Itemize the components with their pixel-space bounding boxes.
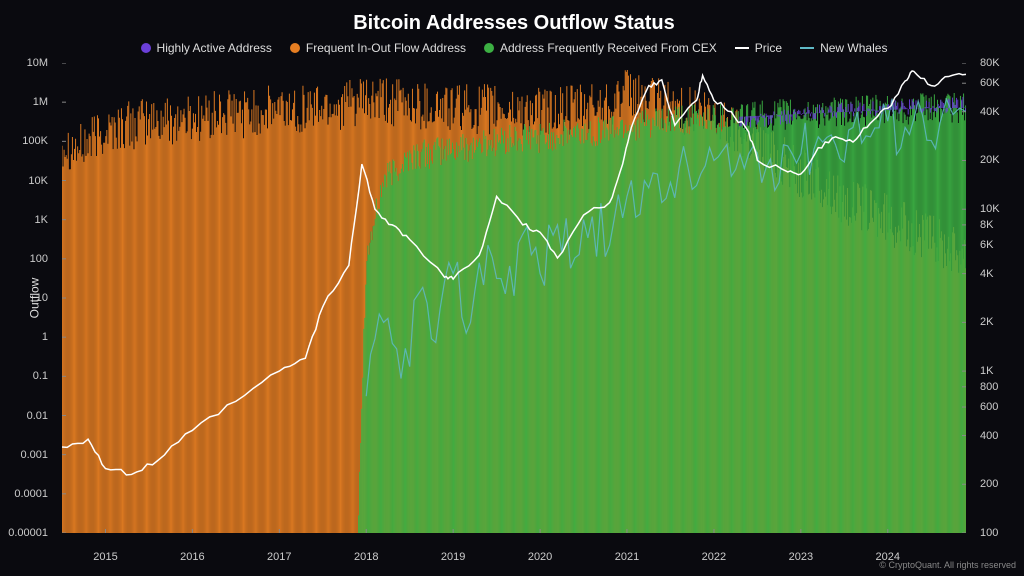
- y-tick-left: 1: [42, 331, 48, 343]
- chart-title: Bitcoin Addresses Outflow Status: [62, 12, 966, 35]
- y-tick-left: 1K: [35, 214, 48, 226]
- x-tick: 2018: [354, 551, 378, 563]
- y-tick-left: 1M: [33, 96, 48, 108]
- y-tick-right: 2K: [980, 316, 993, 328]
- legend-label: Frequent In-Out Flow Address: [306, 41, 466, 55]
- y-tick-right: 100: [980, 527, 998, 539]
- legend: Highly Active Address Frequent In-Out Flo…: [62, 41, 966, 55]
- legend-label: New Whales: [820, 41, 887, 55]
- x-tick: 2016: [180, 551, 204, 563]
- y-tick-left: 0.00001: [8, 527, 48, 539]
- legend-swatch: [290, 43, 300, 53]
- y-tick-left: 0.0001: [14, 488, 48, 500]
- y-tick-right: 6K: [980, 239, 993, 251]
- y-tick-left: 0.1: [33, 370, 48, 382]
- x-tick: 2017: [267, 551, 291, 563]
- x-tick: 2022: [702, 551, 726, 563]
- legend-label: Highly Active Address: [157, 41, 272, 55]
- y-tick-left: 10K: [28, 175, 48, 187]
- y-tick-right: 60K: [980, 77, 1000, 89]
- y-tick-right: 8K: [980, 219, 993, 231]
- y-tick-left: 0.01: [27, 410, 48, 422]
- y-tick-left: 10M: [27, 57, 48, 69]
- y-tick-right: 400: [980, 430, 998, 442]
- legend-item: Address Frequently Received From CEX: [484, 41, 717, 55]
- copyright: © CryptoQuant. All rights reserved: [879, 560, 1016, 570]
- y-tick-right: 20K: [980, 154, 1000, 166]
- legend-label: Address Frequently Received From CEX: [500, 41, 717, 55]
- y-tick-right: 4K: [980, 268, 993, 280]
- legend-item: Highly Active Address: [141, 41, 272, 55]
- legend-swatch: [484, 43, 494, 53]
- y-tick-left: 100K: [22, 135, 48, 147]
- chart-container: Bitcoin Addresses Outflow Status Highly …: [0, 0, 1024, 576]
- x-tick: 2015: [93, 551, 117, 563]
- y-tick-right: 80K: [980, 57, 1000, 69]
- y-tick-left: 0.001: [20, 449, 48, 461]
- y-tick-right: 10K: [980, 203, 1000, 215]
- y-tick-right: 600: [980, 401, 998, 413]
- legend-swatch: [800, 47, 814, 49]
- y-tick-right: 800: [980, 381, 998, 393]
- x-tick: 2023: [789, 551, 813, 563]
- legend-item: Price: [735, 41, 782, 55]
- y-tick-right: 200: [980, 478, 998, 490]
- y-tick-left: 10: [36, 292, 48, 304]
- plot-svg: [62, 63, 966, 533]
- y-tick-right: 40K: [980, 106, 1000, 118]
- x-tick: 2019: [441, 551, 465, 563]
- x-tick: 2020: [528, 551, 552, 563]
- plot-area: Outflow 0.000010.00010.0010.010.11101001…: [62, 63, 966, 533]
- legend-swatch: [141, 43, 151, 53]
- legend-item: Frequent In-Out Flow Address: [290, 41, 466, 55]
- y-tick-right: 1K: [980, 365, 993, 377]
- legend-label: Price: [755, 41, 782, 55]
- legend-item: New Whales: [800, 41, 887, 55]
- legend-swatch: [735, 47, 749, 49]
- x-tick: 2021: [615, 551, 639, 563]
- y-tick-left: 100: [30, 253, 48, 265]
